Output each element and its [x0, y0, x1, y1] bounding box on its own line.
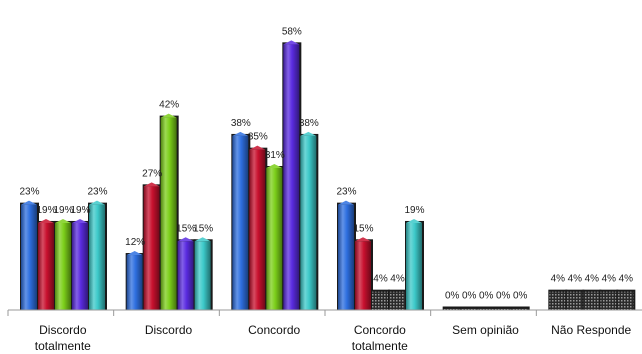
- bar-cap: [55, 218, 71, 223]
- bar-cap: [126, 251, 143, 256]
- data-label: 35%: [248, 132, 268, 143]
- data-label: 0%: [479, 291, 494, 302]
- bar: [38, 222, 54, 310]
- bar: [477, 308, 494, 310]
- data-label: 12%: [125, 237, 145, 248]
- category-label: Concordo: [248, 323, 300, 337]
- bar: [549, 291, 566, 310]
- data-label: 4%: [373, 274, 388, 285]
- data-label: 27%: [142, 168, 162, 179]
- data-label: 0%: [496, 291, 511, 302]
- data-label: 4%: [602, 274, 617, 285]
- bar: [460, 308, 477, 310]
- bar: [372, 291, 388, 310]
- bar: [266, 168, 283, 310]
- data-label: 15%: [176, 223, 196, 234]
- bar: [583, 291, 600, 310]
- data-label: 19%: [53, 205, 73, 216]
- bar-edge: [510, 306, 530, 310]
- bar: [355, 241, 371, 310]
- data-label: 23%: [336, 187, 356, 198]
- data-label: 19%: [36, 205, 56, 216]
- bar: [126, 255, 143, 310]
- data-label: 23%: [19, 187, 39, 198]
- bar-cap: [143, 182, 160, 187]
- bar-cap: [406, 218, 422, 223]
- bar-edge: [476, 306, 496, 310]
- bar: [389, 291, 405, 310]
- data-label: 0%: [462, 291, 477, 302]
- data-labels-layer: 23%19%19%19%23%12%27%42%15%15%38%35%31%5…: [19, 26, 633, 301]
- category-label: Sem opinião: [452, 323, 519, 337]
- bar-cap: [338, 200, 354, 205]
- bar-cap: [266, 164, 283, 168]
- data-label: 0%: [445, 291, 460, 302]
- data-label: 4%: [390, 274, 405, 285]
- bar-cap: [194, 237, 211, 242]
- data-label: 38%: [299, 118, 319, 129]
- bar: [406, 222, 422, 310]
- data-label: 0%: [513, 291, 528, 302]
- data-label: 31%: [265, 150, 285, 161]
- bar-cap: [355, 237, 371, 242]
- category-label: Não Responde: [551, 323, 631, 337]
- bar: [143, 186, 160, 310]
- data-label: 15%: [193, 223, 213, 234]
- category-label: Discordo: [145, 323, 193, 337]
- bar-cap: [177, 237, 194, 242]
- bar: [617, 291, 634, 310]
- data-label: 38%: [231, 118, 251, 129]
- bar-cap: [21, 200, 37, 205]
- data-label: 4%: [585, 274, 600, 285]
- bar-cap: [38, 218, 54, 223]
- bar-cap: [300, 131, 317, 136]
- bar: [338, 204, 354, 310]
- bar: [443, 308, 460, 310]
- bar-cap: [160, 113, 177, 118]
- bar: [283, 44, 300, 311]
- bar-cap: [232, 131, 249, 136]
- bar: [72, 222, 88, 310]
- bar-cap: [249, 145, 266, 150]
- bar: [21, 204, 37, 310]
- bar-edge: [493, 306, 513, 310]
- data-label: 23%: [87, 187, 107, 198]
- data-label: 4%: [551, 274, 566, 285]
- bar: [194, 241, 211, 310]
- x-axis-ticks: [7, 310, 537, 316]
- bar: [511, 308, 528, 310]
- category-label: Concordo totalmente: [352, 323, 408, 353]
- bar: [600, 291, 617, 310]
- bar: [566, 291, 583, 310]
- bar: [494, 308, 511, 310]
- bar: [89, 204, 105, 310]
- bar: [300, 135, 317, 310]
- category-label: Discordo totalmente: [35, 323, 91, 353]
- bar: [55, 222, 71, 310]
- data-label: 4%: [568, 274, 583, 285]
- bar-cap: [283, 40, 300, 45]
- bar: [160, 117, 177, 310]
- bar: [232, 135, 249, 310]
- bar-cap: [89, 200, 105, 205]
- bar: [177, 241, 194, 310]
- data-label: 4%: [619, 274, 634, 285]
- bar-edge: [442, 306, 462, 310]
- bar-edge: [459, 306, 479, 310]
- data-label: 42%: [159, 100, 179, 111]
- data-label: 15%: [353, 223, 373, 234]
- bar-cap: [72, 218, 88, 223]
- bar: [249, 149, 266, 310]
- data-label: 19%: [70, 205, 90, 216]
- bars-layer: [20, 40, 636, 311]
- data-label: 58%: [282, 26, 302, 37]
- data-label: 19%: [404, 205, 424, 216]
- category-labels: Discordo totalmente Discordo Concordo Concor…: [35, 323, 632, 353]
